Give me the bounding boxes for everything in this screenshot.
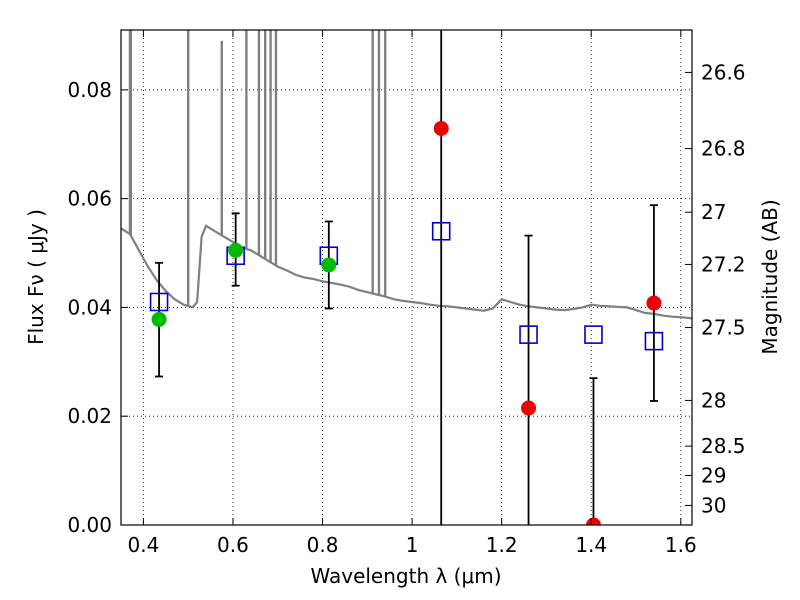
x-tick-label: 0.8 [307, 533, 339, 557]
model-photometry-square [644, 331, 664, 351]
y2-axis: 26.6 26.8 27 27.2 27.5 28 28.5 29 30 [685, 60, 746, 517]
y2-tick-label: 30 [701, 493, 726, 517]
y2-tick-label: 29 [701, 464, 726, 488]
grid-lines [121, 30, 692, 526]
y-tick-label: 0.04 [67, 295, 112, 319]
observed-photometry-point [585, 517, 601, 525]
y-tick-label: 0.08 [67, 78, 112, 102]
sed-model-line [121, 224, 692, 320]
observed-photometry-point [228, 242, 244, 258]
y2-tick-label: 28.5 [701, 434, 746, 458]
y2-tick-label: 27 [701, 200, 726, 224]
y2-tick-label: 26.6 [701, 60, 746, 84]
model-photometry-square [519, 325, 538, 344]
observed-photometry-point [151, 311, 167, 327]
y2-tick-label: 26.8 [701, 137, 746, 161]
x-tick-label: 1 [406, 533, 419, 557]
plot-frame [120, 29, 693, 526]
x-tick-label: 0.4 [127, 533, 159, 557]
x-tick-label: 1.2 [486, 533, 518, 557]
model-photometry-square [584, 325, 603, 344]
y-tick-label: 0.02 [67, 404, 112, 428]
x-tick-label: 0.6 [217, 533, 249, 557]
x-tick-label: 1.4 [575, 533, 607, 557]
x-axis: 0.4 0.6 0.8 1 1.2 1.4 1.6 [127, 30, 697, 557]
observed-photometry-point [521, 400, 537, 416]
model-photometry-square [149, 292, 169, 312]
observed-photometry-point [321, 257, 337, 273]
observed-photometry-point [433, 120, 449, 136]
y-tick-label: 0.00 [67, 513, 112, 537]
plot-series [121, 30, 692, 525]
x-tick-label: 1.6 [665, 533, 697, 557]
model-photometry-square [431, 221, 451, 241]
x-axis-title: Wavelength λ (μm) [310, 564, 501, 588]
y-axis: 0.00 0.02 0.04 0.06 0.08 [67, 78, 128, 537]
y2-tick-label: 27.5 [701, 316, 746, 340]
y-tick-label: 0.06 [67, 187, 112, 211]
y-axis-title: Flux Fν ( μJy ) [24, 209, 48, 345]
observed-photometry-point [646, 295, 662, 311]
y2-axis-title: Magnitude (AB) [758, 199, 782, 354]
clipped-series [121, 30, 692, 525]
y2-tick-label: 28 [701, 388, 726, 412]
y2-tick-label: 27.2 [701, 252, 746, 276]
